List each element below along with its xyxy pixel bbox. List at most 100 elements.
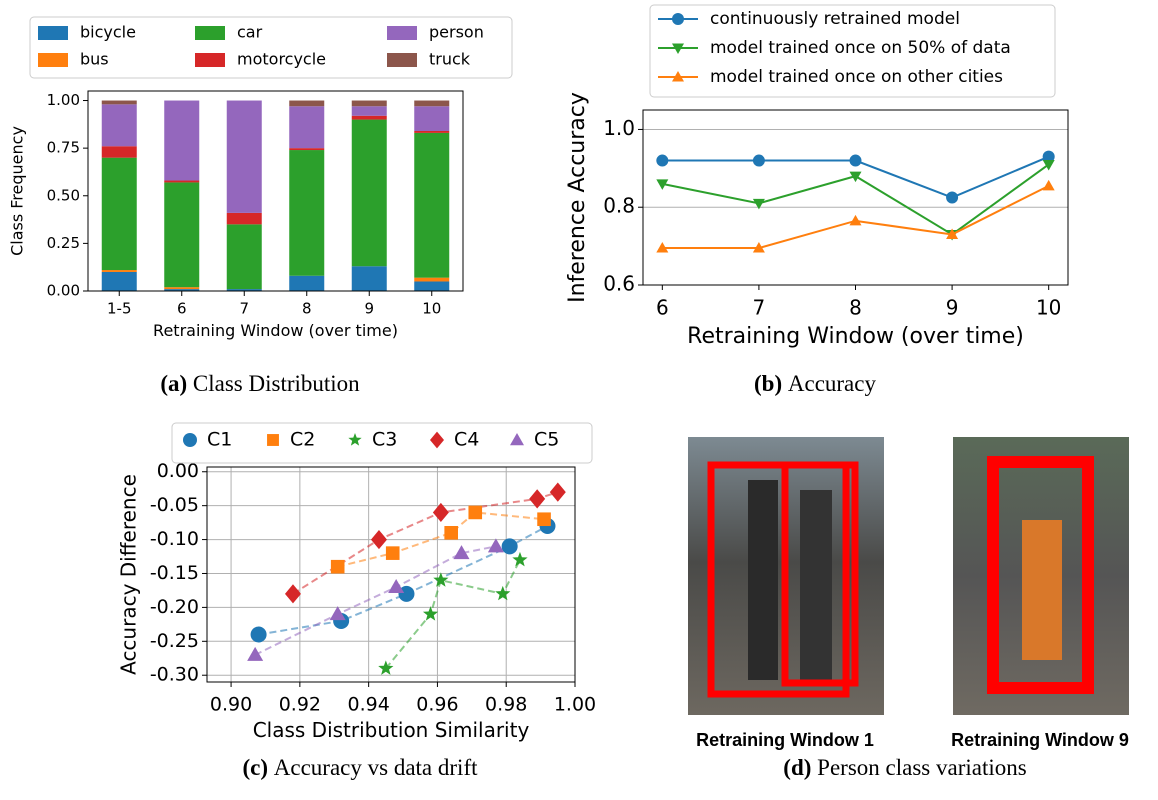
y-axis-label: Class Frequency [8,126,27,256]
bar-segment [102,270,137,272]
legend-label: C4 [454,429,479,451]
marker [331,560,345,574]
legend-swatch [195,53,225,67]
caption: (b) Accuracy [754,371,876,396]
bar-segment [289,148,324,150]
legend-label: continuously retrained model [710,9,960,29]
bar-segment [102,104,137,146]
bar-segment [164,287,199,289]
person-shape [800,490,832,680]
caption-text: Person class variations [817,755,1027,780]
caption-label: (a) [160,371,187,396]
bar-segment [289,150,324,276]
caption-label: (b) [754,371,782,396]
marker [1043,180,1055,191]
y-tick-label: 0.75 [47,139,80,157]
legend-swatch [38,26,68,40]
x-tick-label: 0.90 [210,694,252,716]
x-tick-label: 6 [177,300,187,318]
x-tick-label: 8 [849,296,862,320]
y-tick-label: -0.20 [150,596,199,618]
connector-line [386,560,520,669]
y-tick-label: 0.8 [603,194,635,218]
bar-segment [352,106,387,116]
figure: Retraining Window 1 Retraining Window 9 … [0,0,1158,800]
legend-label: bus [80,50,109,69]
bar-segment [352,101,387,107]
legend-swatch [387,53,417,67]
legend-label: C3 [372,429,397,451]
caption: (c) Accuracy vs data drift [243,755,479,780]
y-tick-label: -0.10 [150,528,199,550]
person-shape [1022,520,1062,660]
bar-segment [102,158,137,270]
y-tick-label: 0.00 [157,460,199,482]
legend-swatch [195,26,225,40]
person-shape [748,480,778,680]
marker [495,586,510,600]
marker [251,627,267,643]
marker [444,526,458,540]
marker [850,155,862,167]
bar-segment [227,101,262,213]
x-tick-label: 0.92 [279,694,321,716]
caption: (a) Class Distribution [160,371,360,396]
photo-label: Retraining Window 1 [696,730,874,750]
legend-label: model trained once on 50% of data [710,38,1011,58]
y-axis-label: Inference Accuracy [565,92,590,303]
caption: (d) Person class variations [783,755,1026,780]
x-tick-label: 9 [946,296,959,320]
page: {"chart_data": [ {"type": "bar", "stacke… [0,0,1158,800]
marker [672,13,684,25]
legend-label: model trained once on other cities [710,67,1003,87]
bar-segment [102,272,137,291]
plot-frame [207,467,575,682]
bar-segment [352,116,387,120]
x-tick-label: 1-5 [107,300,132,318]
bar-segment [414,131,449,133]
x-tick-label: 7 [239,300,249,318]
y-tick-label: 0.25 [47,234,80,252]
connector-line [293,492,558,594]
x-tick-label: 7 [753,296,766,320]
marker [371,530,387,549]
y-tick-label: 0.50 [47,186,80,204]
y-axis-label: Accuracy Difference [117,474,141,675]
marker [656,155,668,167]
legend-label: bicycle [80,23,136,42]
x-tick-label: 0.94 [347,694,389,716]
x-tick-label: 10 [1036,296,1061,320]
x-tick-label: 0.98 [485,694,527,716]
bar-segment [289,276,324,291]
marker [850,215,862,226]
marker [378,660,393,674]
legend-swatch [38,53,68,67]
bar-segment [164,181,199,183]
bar-segment [414,133,449,278]
y-tick-label: 0.6 [603,272,635,296]
y-tick-label: 1.00 [47,91,80,109]
marker [753,199,765,210]
photo-2 [953,437,1129,715]
bar-segment [414,101,449,107]
x-axis-label: Retraining Window (over time) [687,324,1024,349]
x-tick-label: 0.96 [416,694,458,716]
marker [386,546,400,560]
y-tick-label: 1.0 [603,116,635,140]
y-tick-label: -0.15 [150,562,199,584]
marker [330,606,346,620]
y-tick-label: -0.05 [150,494,199,516]
marker [753,155,765,167]
marker [247,647,263,661]
marker [433,572,448,586]
marker [946,192,958,204]
bar-segment [164,101,199,181]
x-axis-label: Retraining Window (over time) [153,321,398,340]
legend-label: C1 [207,429,232,451]
bar-segment [164,182,199,287]
y-tick-label: -0.25 [150,630,199,652]
x-tick-label: 9 [364,300,374,318]
legend-label: C5 [534,429,559,451]
bar-segment [102,146,137,157]
y-tick-label: 0.00 [47,282,80,300]
